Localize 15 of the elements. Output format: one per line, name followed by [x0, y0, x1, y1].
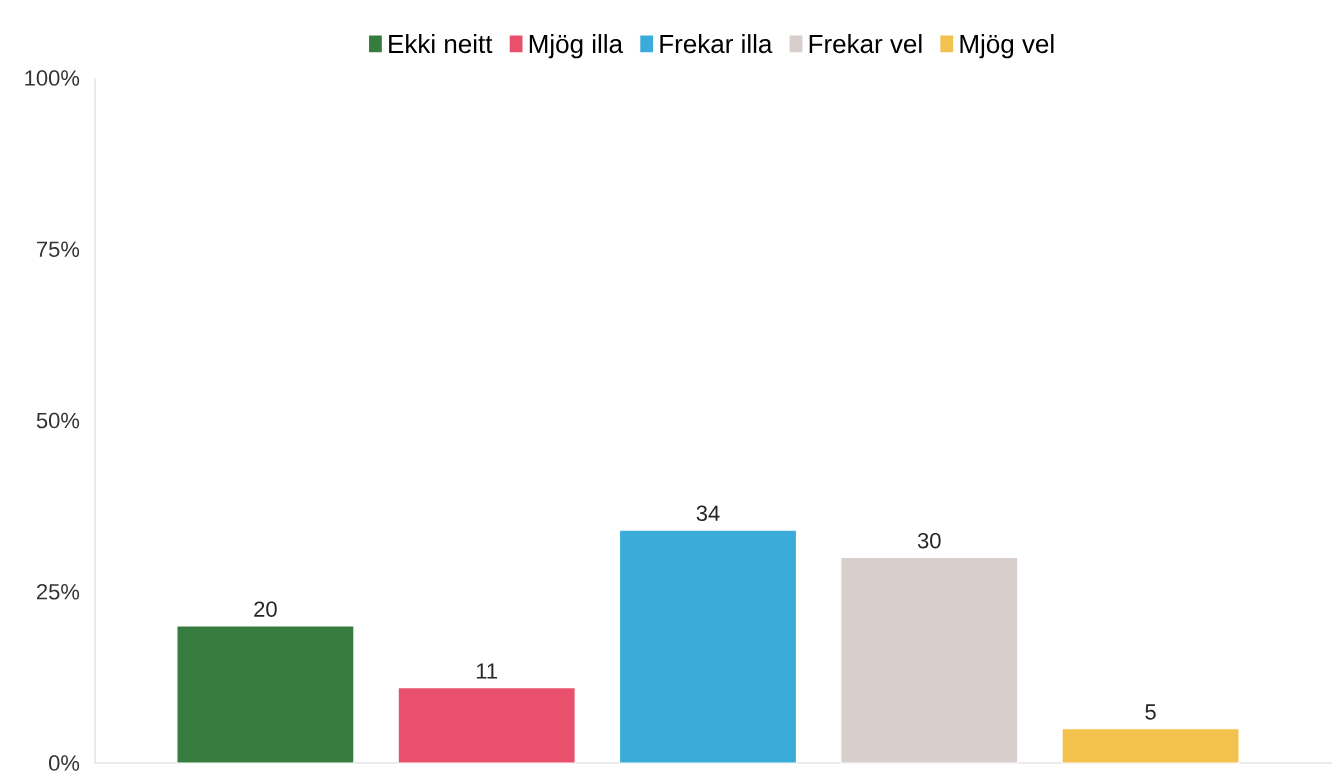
legend-label: Mjög vel [960, 34, 1054, 59]
data-label: 30 [917, 532, 941, 549]
data-label: 20 [254, 601, 277, 617]
data-label: 34 [696, 505, 720, 522]
y-tick-label: 100% [25, 70, 80, 86]
y-tick-label: 50% [36, 412, 80, 429]
legend-label: Frekar vel [809, 34, 922, 54]
legend-label: Frekar illa [660, 34, 773, 54]
y-tick-label: 25% [37, 583, 80, 600]
data-label: 11 [476, 663, 498, 679]
legend-label: Mjög illa [529, 34, 624, 59]
legend-label: Ekki neitt [389, 34, 493, 54]
y-tick-label: 75% [37, 241, 80, 257]
data-label: 5 [1145, 704, 1156, 720]
y-tick-label: 0% [48, 755, 80, 771]
